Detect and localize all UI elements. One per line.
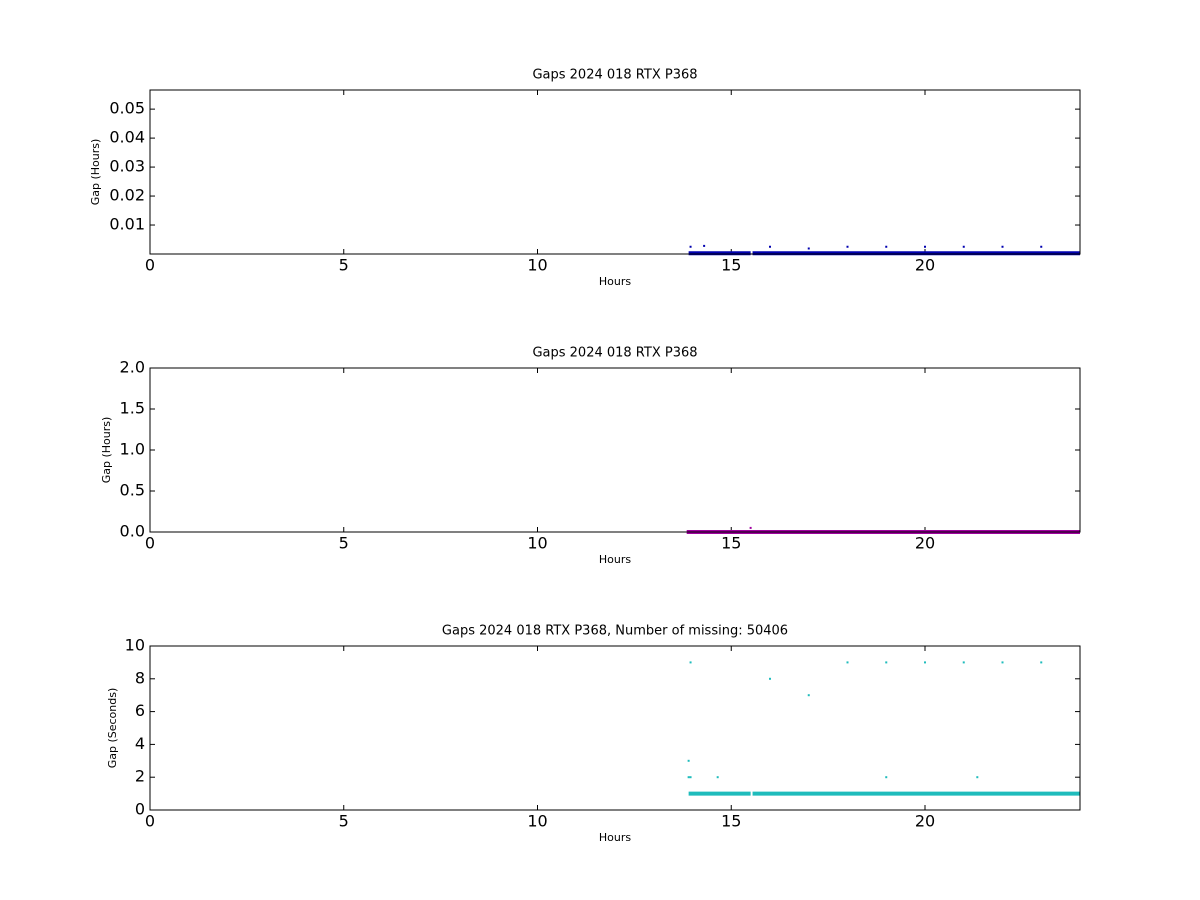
x-axis-label: Hours [599, 831, 631, 844]
x-tick-label: 20 [915, 812, 935, 831]
gap-point [716, 776, 719, 779]
gap-point [885, 245, 888, 248]
y-tick-label: 0.0 [120, 522, 145, 541]
gap-point [1040, 245, 1043, 248]
y-tick-label: 10 [125, 636, 145, 655]
y-tick-label: 0.05 [109, 99, 145, 118]
gap-point [687, 776, 690, 779]
y-tick-label: 0.02 [109, 186, 145, 205]
gap-point [962, 245, 965, 248]
chart-title: Gaps 2024 018 RTX P368 [532, 68, 697, 83]
y-axis-label: Gap (Hours) [100, 417, 113, 484]
y-tick-label: 0.5 [120, 481, 145, 500]
chart-title: Gaps 2024 018 RTX P368, Number of missin… [442, 624, 788, 639]
x-axis-label: Hours [599, 553, 631, 566]
y-tick-label: 8 [135, 668, 145, 687]
x-tick-label: 10 [527, 534, 547, 553]
gap-point [807, 694, 810, 697]
gap-point [885, 661, 888, 664]
gap-point [689, 661, 692, 664]
x-axis-label: Hours [599, 275, 631, 288]
y-tick-label: 4 [135, 734, 145, 753]
gap-point [769, 245, 771, 248]
gap-point [687, 759, 690, 762]
y-tick-label: 1.5 [120, 399, 145, 418]
gap-point [846, 245, 849, 248]
y-tick-label: 0.04 [109, 128, 145, 147]
plot-frame [149, 367, 1081, 533]
y-tick-label: 1.0 [120, 440, 145, 459]
y-axis-label: Gap (Seconds) [106, 688, 119, 769]
gap-point [924, 245, 926, 248]
gap-point [807, 247, 810, 250]
x-tick-label: 0 [145, 534, 155, 553]
gap-point [689, 245, 692, 248]
gap-point [703, 244, 706, 247]
y-axis-label: Gap (Hours) [89, 139, 102, 206]
x-tick-label: 5 [339, 256, 349, 275]
chart-title: Gaps 2024 018 RTX P368 [532, 346, 697, 361]
x-tick-label: 5 [339, 812, 349, 831]
x-tick-label: 20 [915, 256, 935, 275]
gap-point [962, 661, 965, 664]
gap-point [924, 661, 926, 664]
x-tick-label: 5 [339, 534, 349, 553]
x-tick-label: 15 [721, 256, 741, 275]
y-tick-label: 2 [135, 767, 145, 786]
gap-point [749, 526, 752, 529]
plot-frame [149, 89, 1081, 255]
gap-point [769, 677, 771, 680]
x-tick-label: 0 [145, 256, 155, 275]
gap-point [1001, 661, 1004, 664]
y-tick-label: 0 [135, 800, 145, 819]
plot-frame [149, 645, 1081, 811]
gap-point [846, 661, 849, 664]
y-tick-label: 6 [135, 701, 145, 720]
gap-point [1001, 245, 1004, 248]
gap-point [689, 776, 692, 779]
x-tick-label: 15 [721, 812, 741, 831]
x-tick-label: 10 [527, 812, 547, 831]
x-tick-label: 20 [915, 534, 935, 553]
gap-point [1040, 661, 1043, 664]
gap-point [885, 776, 888, 779]
x-tick-label: 15 [721, 534, 741, 553]
y-tick-label: 2.0 [120, 358, 145, 377]
y-tick-label: 0.01 [109, 215, 145, 234]
y-tick-label: 0.03 [109, 157, 145, 176]
x-tick-label: 10 [527, 256, 547, 275]
x-tick-label: 0 [145, 812, 155, 831]
gap-point [976, 776, 979, 779]
